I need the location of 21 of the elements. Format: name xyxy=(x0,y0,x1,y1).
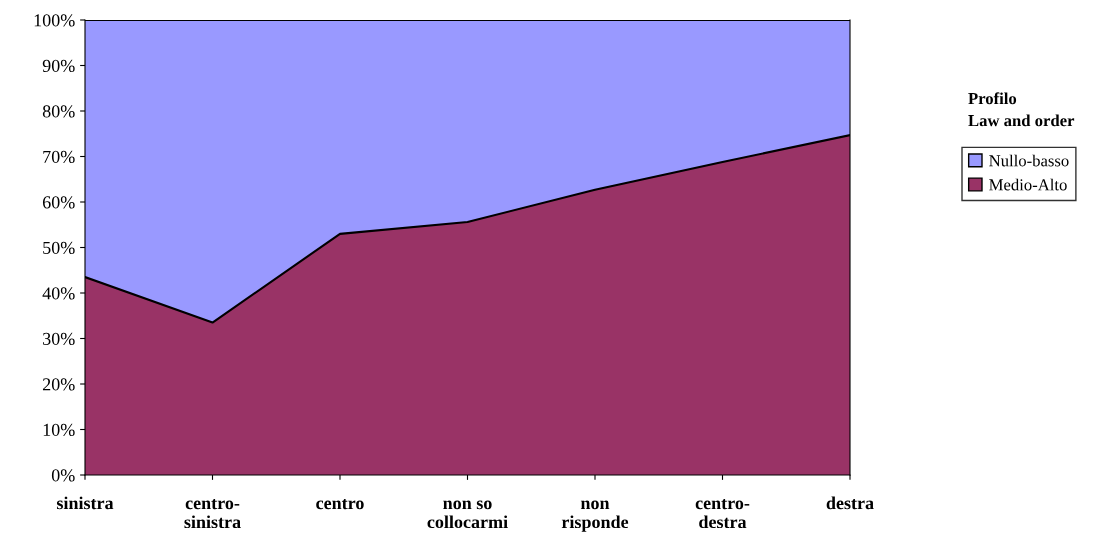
y-tick-label: 50% xyxy=(43,241,75,254)
y-tick-label: 0% xyxy=(51,469,75,482)
y-tick-label: 70% xyxy=(43,150,75,163)
x-tick-label: centro- destra xyxy=(695,498,750,529)
x-tick-label: centro xyxy=(316,498,364,510)
y-tick-label: 40% xyxy=(42,287,75,300)
legend-label: Medio-Alto xyxy=(989,178,1067,191)
y-tick-label: 90% xyxy=(42,59,75,72)
legend-label: Nullo-basso xyxy=(989,154,1069,167)
x-tick-label: destra xyxy=(826,496,874,510)
y-tick-label: 20% xyxy=(42,378,75,391)
y-tick-label: 10% xyxy=(43,423,75,436)
y-tick-label: 80% xyxy=(42,105,75,118)
x-tick-label: centro- sinistra xyxy=(184,498,241,529)
legend-title: Profilo Law and order xyxy=(968,92,1075,127)
y-tick-label: 60% xyxy=(42,196,75,209)
y-tick-label: 100% xyxy=(34,14,75,27)
x-tick-label: sinistra xyxy=(56,496,114,510)
y-tick-label: 30% xyxy=(43,332,75,345)
x-tick-label: non risponde xyxy=(561,500,629,532)
x-tick-label: non so collocarmi xyxy=(427,500,508,529)
